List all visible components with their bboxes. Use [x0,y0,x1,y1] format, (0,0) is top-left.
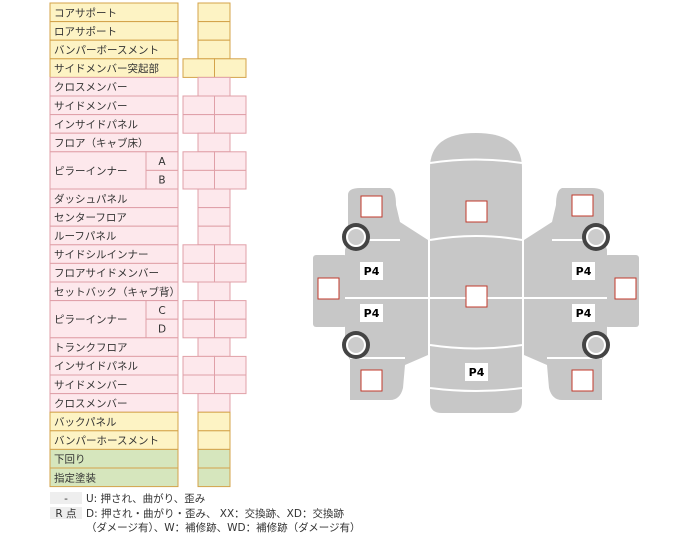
legend-text: D: 押され・曲がり・歪み、 XX：交換跡、XD：交換跡 [86,507,344,520]
row-label: ピラーインナー [54,314,128,326]
p-label: P4 [576,307,592,320]
input-box [197,76,231,97]
sub-label: A [158,156,166,168]
input-box [197,225,231,246]
legend-text: （ダメージ有）、W：補修跡、WD：補修跡（ダメージ有） [86,521,361,534]
input-box [197,393,231,413]
row-label: 下回り [54,454,86,466]
input-box [197,188,231,209]
input-box [197,467,231,488]
input-box [197,411,231,432]
input-box [214,114,247,134]
p-label-box [360,304,383,322]
row-label: ピラーインナー [54,165,128,177]
p-label-box [465,363,488,381]
input-box [214,300,247,320]
input-box [182,95,215,116]
input-box [214,151,247,171]
p-label-box [360,262,383,280]
input-box [182,262,215,283]
row-label: フロア（キャブ床） [54,137,149,150]
input-box [214,355,247,376]
input-box [197,337,231,357]
row-label: バンパーボースメント [54,45,159,57]
input-box [182,151,215,171]
row-label: バックパネル [54,417,116,429]
row-label: センターフロア [54,212,127,224]
p-label: P4 [469,366,485,379]
row-label: インサイドパネル [54,361,138,373]
p-label-box [572,304,595,322]
input-box [197,281,231,302]
row-label: バンパーホースメント [54,435,159,447]
input-box [182,318,215,339]
input-box [182,244,215,264]
p-label: P4 [364,265,380,278]
input-box [214,169,247,190]
input-box [182,355,215,376]
row-label: セットバック（キャブ背） [54,285,180,298]
row-label: 指定塗装 [54,471,96,484]
input-box [182,58,215,78]
input-box [182,374,215,395]
input-box [182,114,215,134]
input-box [214,374,247,395]
sub-label: D [158,324,166,336]
legend-key-box [50,507,82,519]
row-label: インサイドパネル [54,119,138,131]
input-box [182,169,215,190]
row-label: ルーフパネル [54,231,116,243]
sub-label: C [158,305,165,317]
row-label: ダッシュパネル [54,192,128,205]
car-diagram [313,133,640,413]
row-label: サイドメンバー突起部 [54,62,159,75]
input-box [214,318,247,339]
input-box [197,207,231,227]
row-label: フロアサイドメンバー [54,268,159,280]
row-label: クロスメンバー [54,398,128,410]
p-label-box [572,262,595,280]
row-label: サイドメンバー [54,379,128,391]
legend-key-box [50,492,82,504]
row-label: サイドシルインナー [54,249,149,261]
legend-key: R 点 [55,508,76,520]
input-box [182,300,215,320]
row-label: クロスメンバー [54,82,128,94]
p-label: P4 [576,265,592,278]
input-box [197,2,231,23]
sub-label: B [158,175,165,187]
input-box [197,39,231,60]
row-label: コアサポート [54,7,117,19]
input-box [197,430,231,450]
input-box [214,95,247,116]
row-label-cell [49,467,179,488]
legend-key: - [64,493,68,505]
p-label: P4 [364,307,380,320]
legend-text: U: 押され、曲がり、歪み [86,492,205,505]
input-box [214,58,247,78]
input-box [214,262,247,283]
row-label: サイドメンバー [54,100,128,112]
input-box [197,132,231,153]
row-label: トランクフロア [54,342,128,354]
row-label: ロアサポート [54,26,117,38]
input-box [197,21,231,41]
input-box [197,448,231,469]
input-box [214,244,247,264]
